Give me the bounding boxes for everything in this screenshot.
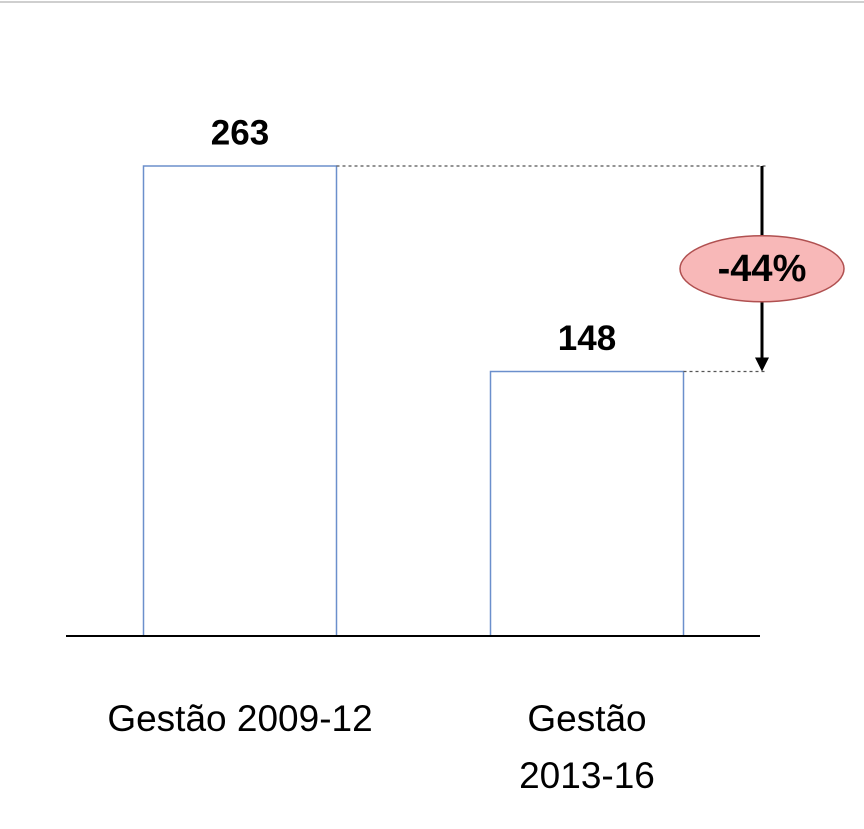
arrow-head [755,357,769,372]
bar [142,165,338,637]
annotation: -44% [718,248,807,290]
annotation-bubble [679,235,845,303]
category-label: Gestão 2009-12 [107,698,373,739]
value-label: 148 [558,319,616,358]
bar [489,370,685,637]
value-label: 263 [211,113,269,152]
category-label: Gestão 2013-16 [519,698,655,796]
